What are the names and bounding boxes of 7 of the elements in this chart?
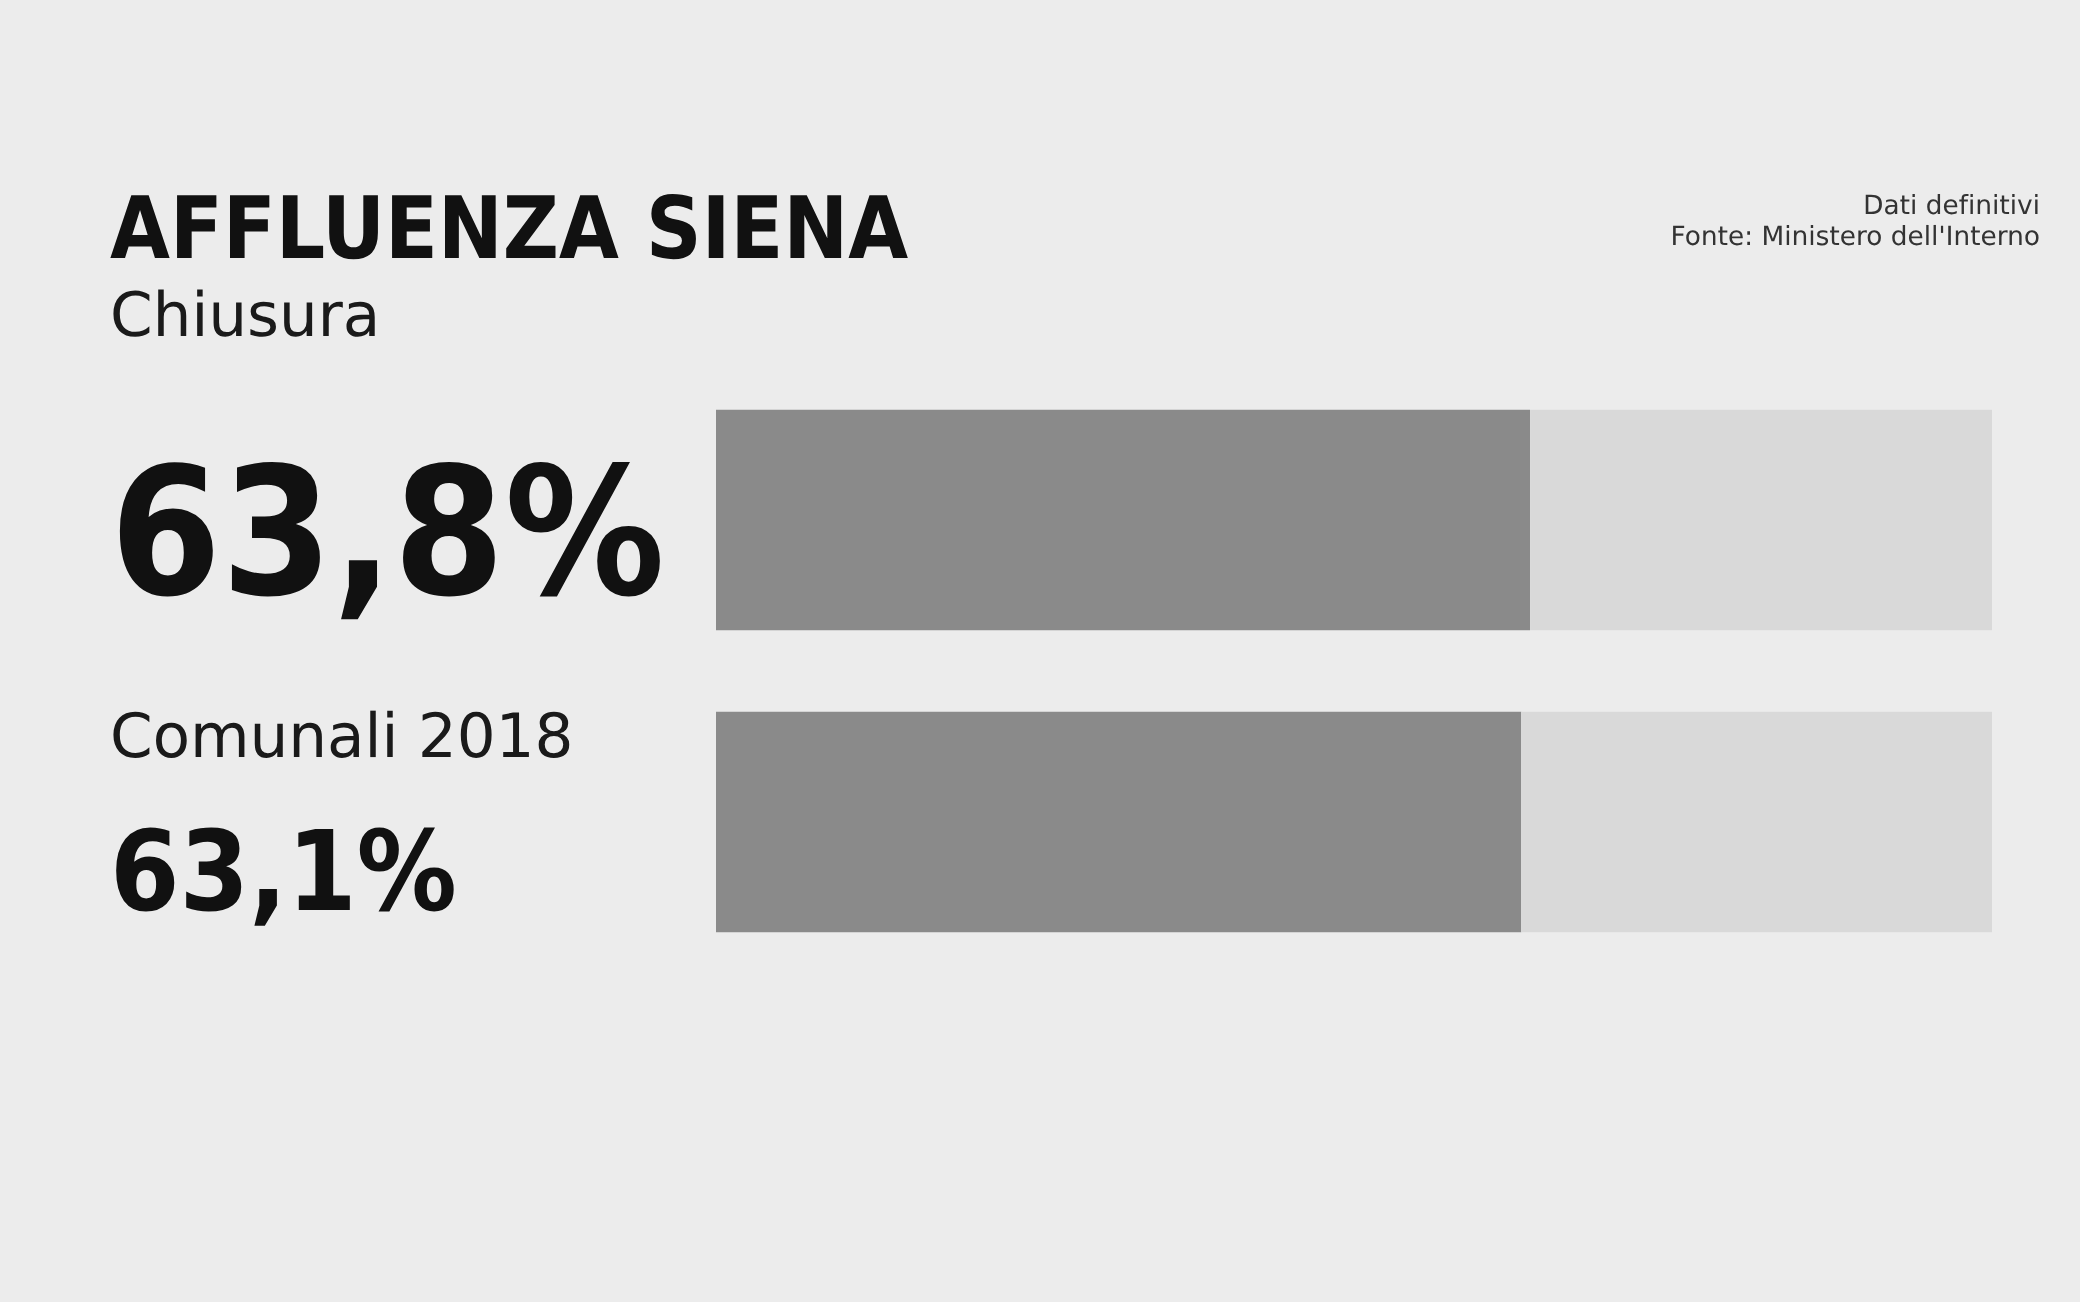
y-tick-label: Comunali 2018 [113, 710, 570, 758]
annotation: Fonte: Ministero dell'Interno [1673, 224, 2039, 246]
y-tick-label: Chiusura [113, 289, 375, 337]
text: AFFLUENZA SIENA [110, 194, 908, 260]
data-label: 63,8% [119, 462, 660, 620]
data-label: 63,1% [116, 827, 454, 926]
annotation: Dati definitivi [1865, 193, 2038, 215]
